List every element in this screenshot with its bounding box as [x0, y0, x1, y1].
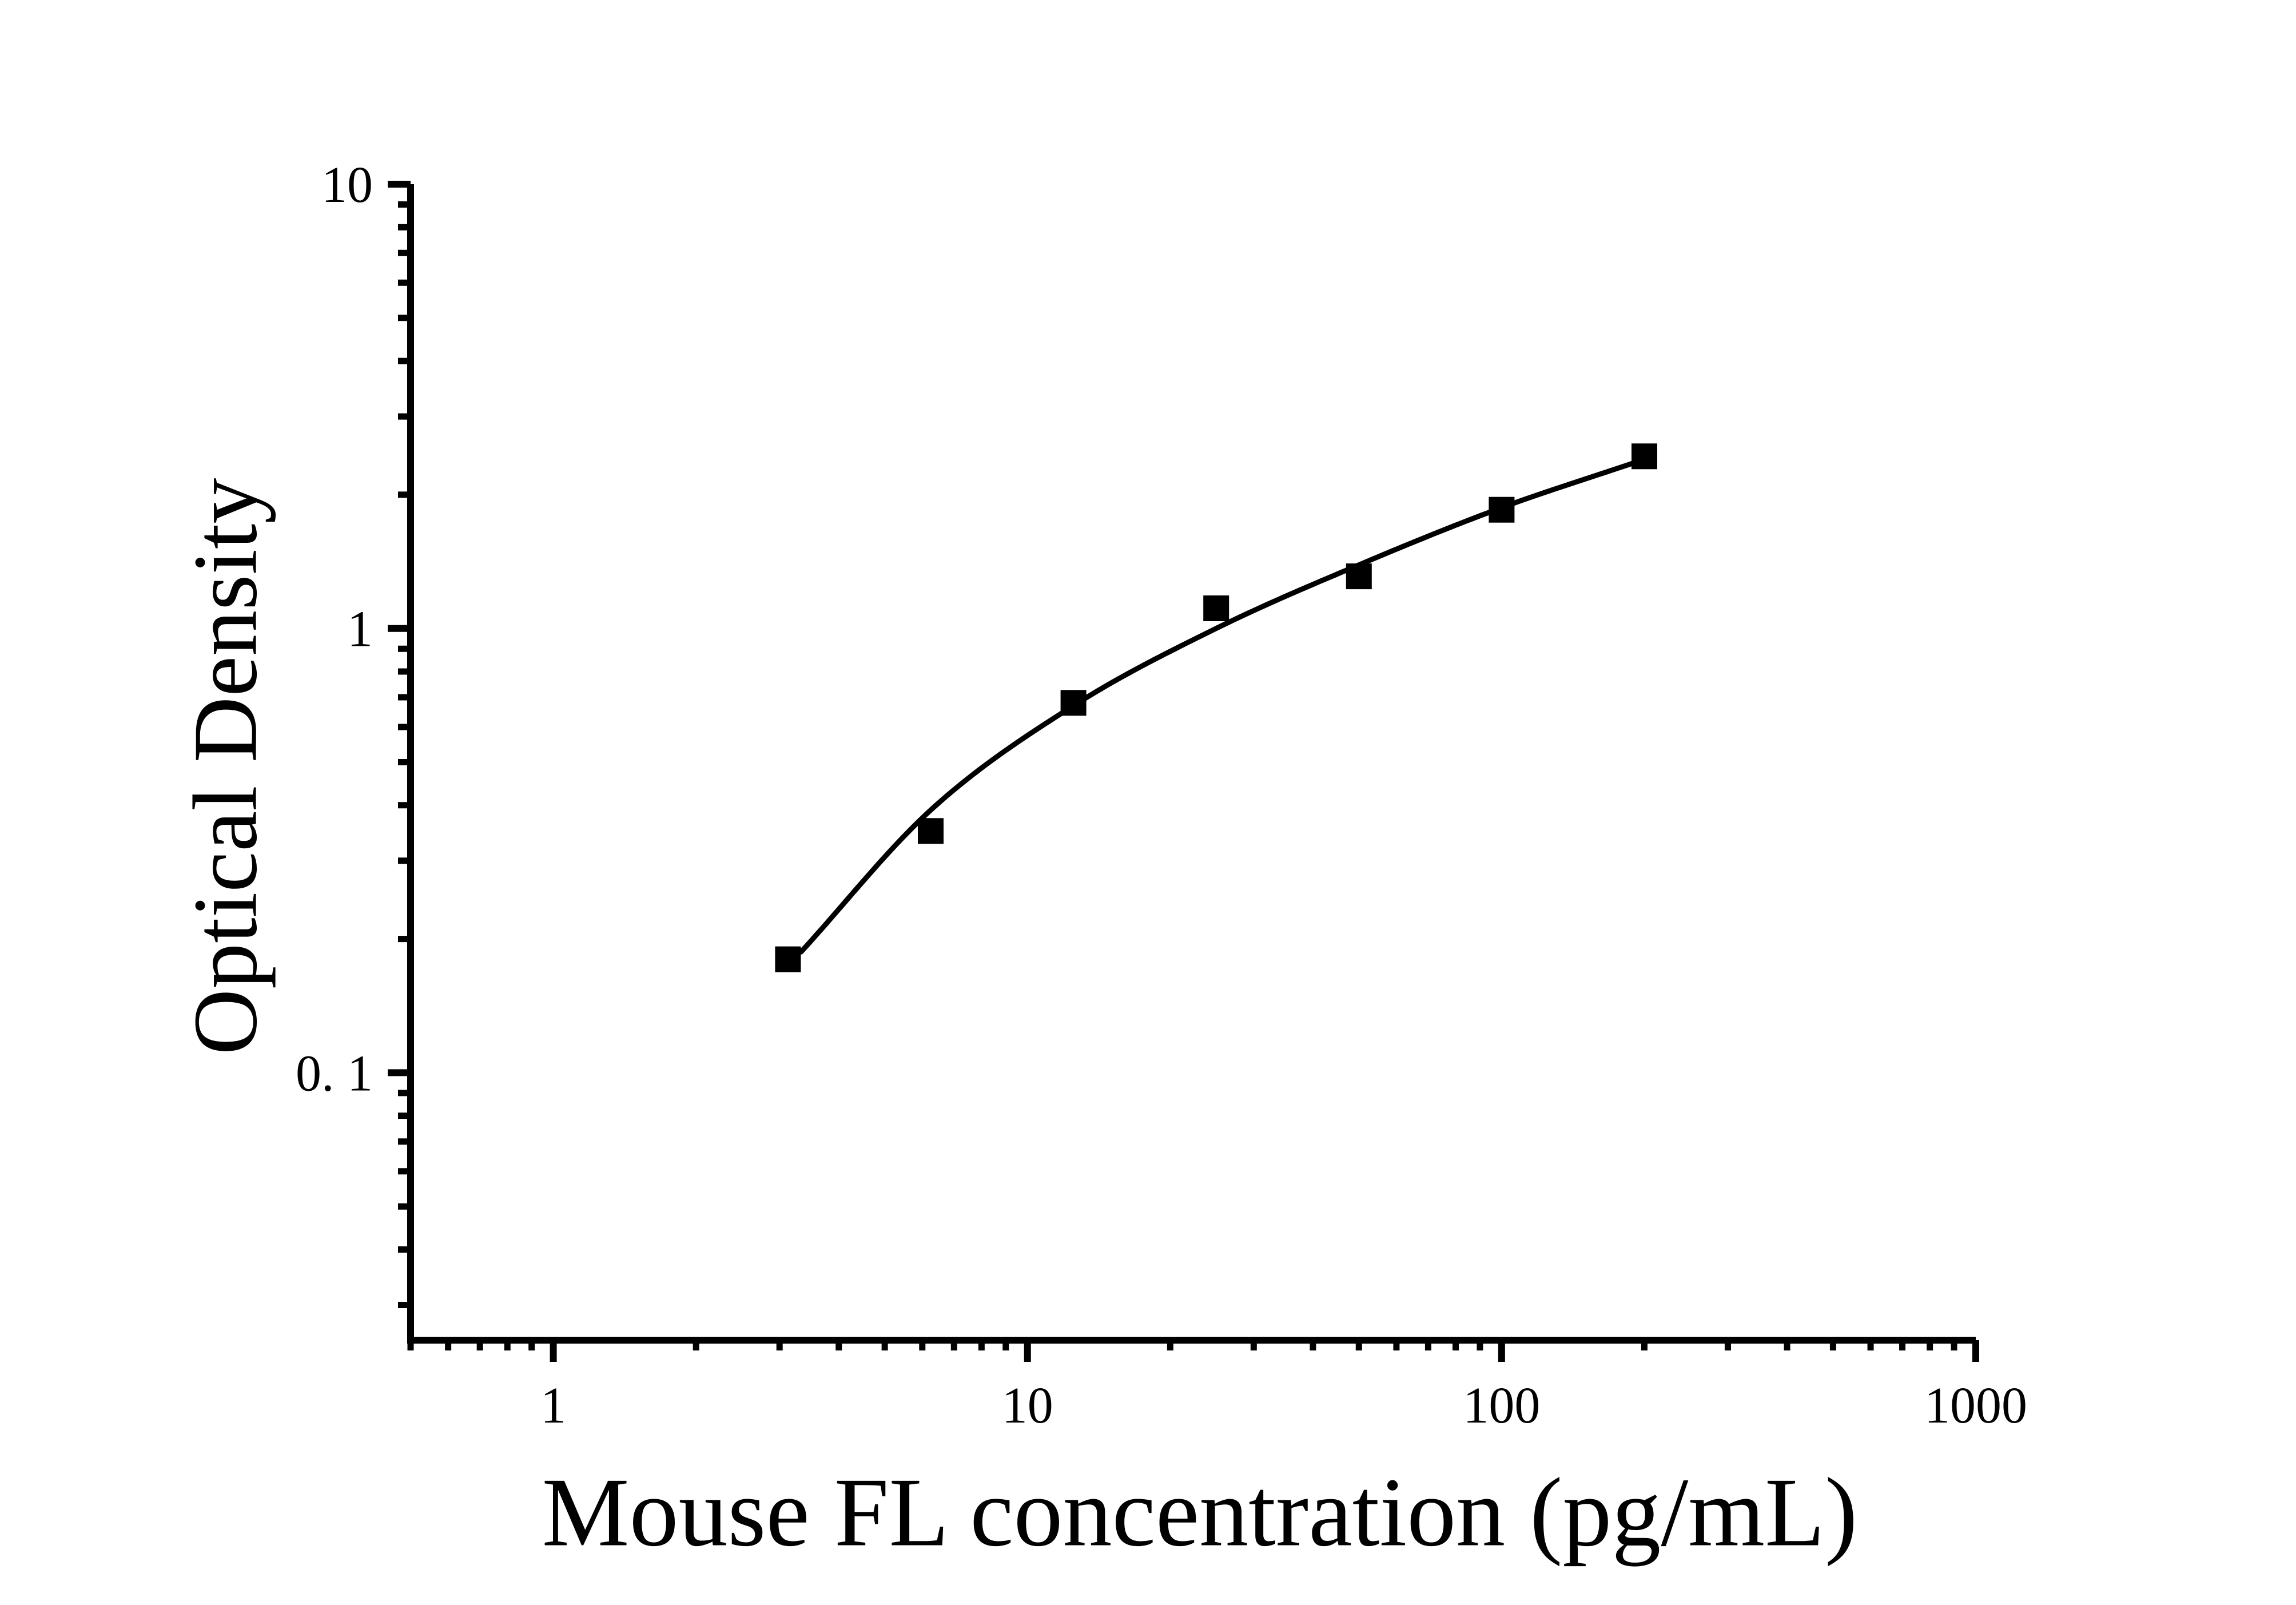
- y-axis-ticks: [388, 181, 411, 1309]
- x-tick-label: 1: [540, 1377, 566, 1434]
- data-point-marker: [1203, 595, 1229, 621]
- axis-lines: [407, 184, 1976, 1344]
- data-point-marker: [1346, 563, 1372, 590]
- data-point-marker: [1060, 690, 1087, 716]
- x-axis-ticks: [407, 1340, 1979, 1362]
- fit-curve-line: [798, 461, 1634, 955]
- x-tick-label: 10: [1002, 1377, 1053, 1434]
- y-tick-label: 10: [321, 157, 373, 213]
- x-axis-title: Mouse FL concentration (pg/mL): [542, 1458, 1858, 1567]
- x-tick-labels: 1 10 100 1000: [540, 1377, 2027, 1434]
- y-tick-labels: 10 1 0. 1: [296, 157, 373, 1102]
- data-point-marker: [918, 818, 944, 844]
- data-point-marker: [1489, 496, 1515, 523]
- y-axis-title: Optical Density: [174, 478, 276, 1055]
- data-points: [775, 443, 1657, 972]
- data-point-marker: [775, 946, 801, 972]
- x-tick-label: 1000: [1924, 1377, 2027, 1434]
- x-tick-label: 100: [1463, 1377, 1540, 1434]
- y-tick-label: 1: [347, 601, 373, 658]
- y-tick-label: 0. 1: [296, 1045, 373, 1102]
- data-point-marker: [1632, 443, 1657, 470]
